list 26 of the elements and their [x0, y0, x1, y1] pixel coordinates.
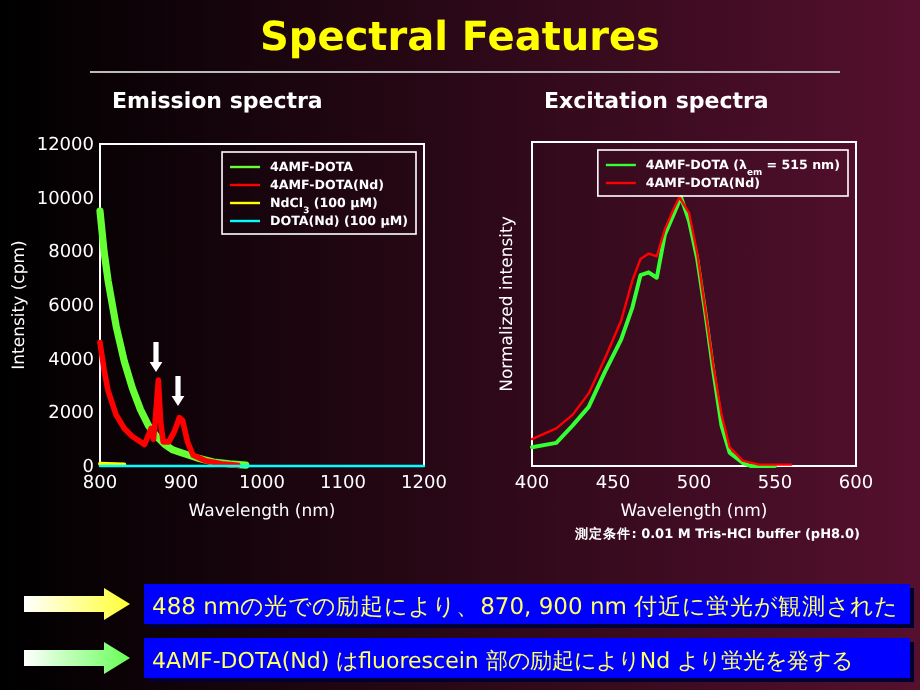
text: 488 nmの光での励起により、870, 900 nm 付近に蛍光が観測された	[152, 592, 899, 620]
x-tick-label: 550	[757, 474, 793, 494]
x-tick-label: 400	[514, 474, 550, 494]
y-tick-label: 4000	[48, 350, 95, 371]
x-tick-label: 1200	[401, 474, 448, 494]
y-axis-title: Normalized intensity	[498, 216, 518, 392]
x-tick-label: 1100	[320, 474, 367, 494]
y-tick-label: 12000	[36, 136, 95, 156]
x-axis-title: Wavelength (nm)	[620, 502, 768, 522]
x-axis-title: Wavelength (nm)	[188, 502, 336, 522]
x-tick-label: 900	[163, 474, 199, 494]
text: Spectral Features	[260, 12, 660, 60]
y-axis-title: Intensity (cpm)	[10, 240, 30, 370]
y-tick-label: 8000	[48, 243, 95, 264]
x-tick-label: 800	[82, 474, 118, 494]
y-tick-label: 2000	[48, 404, 95, 425]
x-tick-label: 450	[595, 474, 631, 494]
y-tick-label: 6000	[48, 297, 95, 317]
x-tick-label: 600	[838, 474, 874, 494]
chart-title: Excitation spectra	[544, 88, 769, 114]
text: 4AMF-DOTA(Nd) はfluorescein 部の励起によりNd より蛍光を発する	[152, 648, 854, 674]
x-tick-label: 500	[676, 474, 712, 494]
chart-title: Emission spectra	[112, 88, 323, 114]
x-tick-label: 1000	[239, 474, 286, 494]
y-tick-label: 10000	[36, 189, 95, 210]
line-series	[97, 339, 241, 468]
